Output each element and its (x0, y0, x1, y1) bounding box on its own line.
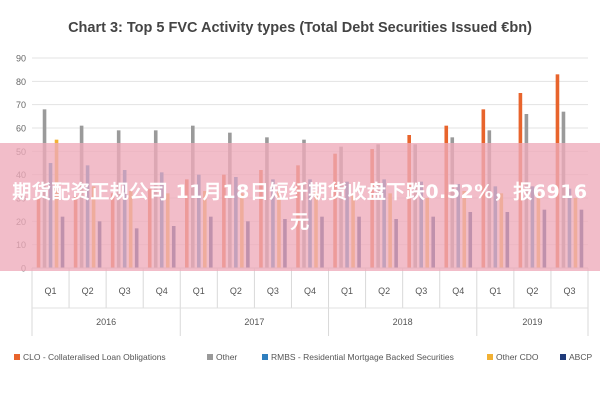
year-label: 2019 (522, 317, 542, 327)
x-tick-label: Q4 (452, 286, 464, 296)
x-tick-label: Q2 (378, 286, 390, 296)
x-tick-label: Q1 (341, 286, 353, 296)
legend-swatch (207, 354, 213, 360)
x-tick-label: Q2 (526, 286, 538, 296)
x-tick-label: Q1 (45, 286, 57, 296)
chart-title: Chart 3: Top 5 FVC Activity types (Total… (68, 20, 532, 36)
y-tick-label: 80 (16, 77, 26, 87)
x-tick-label: Q4 (304, 286, 316, 296)
overlay-banner: 期货配资正规公司 11月18日短纤期货收盘下跌0.52%，报6916元 (0, 143, 600, 271)
x-tick-label: Q3 (563, 286, 575, 296)
x-tick-label: Q3 (119, 286, 131, 296)
x-tick-label: Q1 (193, 286, 205, 296)
legend-swatch (560, 354, 566, 360)
y-tick-label: 90 (16, 54, 26, 64)
legend-label: ABCP (569, 352, 592, 362)
x-tick-label: Q1 (489, 286, 501, 296)
x-tick-label: Q4 (156, 286, 168, 296)
legend-label: CLO - Collateralised Loan Obligations (23, 352, 166, 362)
legend: CLO - Collateralised Loan Obligations Oth… (14, 352, 592, 362)
year-label: 2017 (244, 317, 264, 327)
legend-swatch (487, 354, 493, 360)
y-tick-label: 60 (16, 124, 26, 134)
x-tick-label: Q3 (415, 286, 427, 296)
legend-swatch (262, 354, 268, 360)
legend-swatch (14, 354, 20, 360)
year-label: 2016 (96, 317, 116, 327)
x-tick-label: Q2 (230, 286, 242, 296)
legend-label: Other CDO (496, 352, 539, 362)
y-tick-label: 70 (16, 100, 26, 110)
year-label: 2018 (393, 317, 413, 327)
legend-label: RMBS - Residential Mortgage Backed Secur… (271, 352, 454, 362)
x-tick-label: Q3 (267, 286, 279, 296)
overlay-text: 期货配资正规公司 11月18日短纤期货收盘下跌0.52%，报6916元 (12, 181, 588, 233)
legend-label: Other (216, 352, 237, 362)
x-tick-label: Q2 (82, 286, 94, 296)
